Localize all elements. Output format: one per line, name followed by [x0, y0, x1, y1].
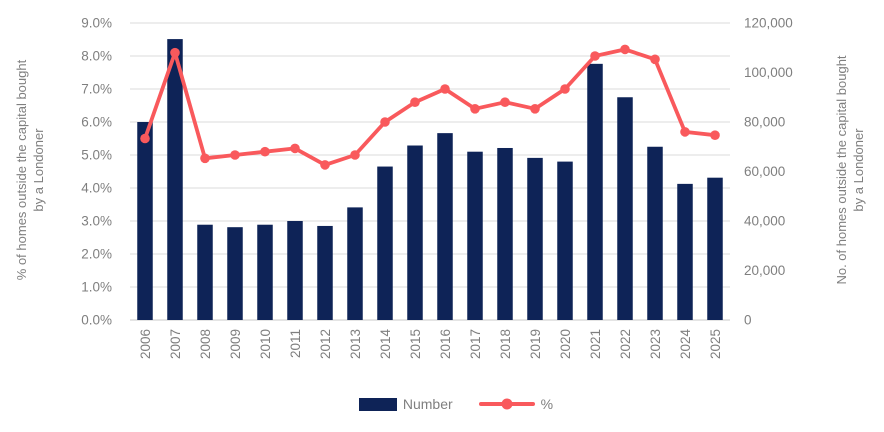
bar-2016 [437, 133, 453, 320]
right-axis-title-text: No. of homes outside the capital bought … [834, 55, 866, 285]
y-right-tick-label: 60,000 [744, 164, 785, 179]
bar-2015 [407, 145, 423, 320]
x-tick-label-2011: 2011 [288, 329, 303, 358]
bar-2025 [707, 177, 723, 320]
marker-2008 [200, 153, 210, 164]
bar-2013 [347, 207, 363, 320]
legend-number-swatch [358, 397, 397, 411]
y-right-tick-label: 120,000 [744, 16, 793, 31]
x-tick-label-2008: 2008 [198, 329, 213, 359]
bar-2010 [257, 224, 273, 320]
right-axis-title: No. of homes outside the capital bought … [828, 20, 874, 320]
x-tick-label-2014: 2014 [378, 329, 393, 360]
bar-2011 [287, 221, 303, 320]
x-tick-label-2023: 2023 [648, 329, 663, 359]
bar-2008 [197, 224, 213, 320]
legend-number-label: Number [402, 396, 453, 412]
marker-2017 [470, 104, 480, 114]
marker-2015 [410, 97, 420, 107]
y-left-tick-label: 6.0% [81, 115, 112, 130]
x-tick-label-2024: 2024 [678, 329, 693, 360]
marker-2011 [290, 143, 300, 154]
y-right-tick-label: 80,000 [744, 115, 785, 130]
marker-2010 [260, 146, 270, 157]
legend: Number % [0, 396, 884, 412]
x-tick-label-2013: 2013 [348, 329, 363, 359]
bar-2012 [317, 225, 333, 320]
marker-2022 [620, 44, 630, 55]
x-tick-label-2012: 2012 [318, 329, 333, 359]
bar-2017 [467, 151, 483, 320]
marker-2009 [230, 150, 240, 160]
x-tick-label-2020: 2020 [558, 329, 573, 359]
marker-2016 [440, 84, 450, 94]
bar-2024 [677, 183, 693, 320]
y-right-tick-label: 40,000 [744, 214, 785, 229]
marker-2018 [500, 97, 510, 107]
y-left-tick-label: 4.0% [81, 181, 112, 196]
marker-2020 [560, 84, 570, 94]
bar-2021 [587, 63, 603, 321]
bar-2022 [617, 97, 633, 320]
plot-area: 9.0% 8.0% 7.0% 6.0% 5.0% 4.0% 3.0% 2.0% 1.0% 0.0%… [81, 16, 793, 360]
y-left-tick-label: 0.0% [81, 313, 112, 328]
marker-2024 [680, 127, 690, 137]
marker-2014 [380, 117, 390, 127]
x-tick-label-2009: 2009 [228, 329, 243, 359]
marker-2012 [320, 160, 330, 170]
bar-2007 [167, 39, 183, 321]
marker-2007 [170, 47, 180, 58]
marker-2006 [140, 133, 150, 144]
legend-percent-line [478, 398, 535, 410]
y-left-tick-label: 9.0% [81, 16, 112, 31]
x-tick-label-2021: 2021 [588, 329, 603, 359]
y-left-tick-label: 5.0% [81, 148, 112, 163]
x-tick-label-2007: 2007 [168, 329, 183, 359]
x-tick-label-2006: 2006 [138, 329, 153, 359]
y-right-tick-label: 20,000 [744, 263, 785, 278]
bar-2020 [557, 161, 573, 320]
bar-2018 [497, 147, 513, 320]
x-tick-label-2025: 2025 [708, 329, 723, 359]
marker-2019 [530, 104, 540, 114]
x-tick-label-2017: 2017 [468, 329, 483, 359]
x-tick-label-2019: 2019 [528, 329, 543, 359]
percent-line [143, 47, 717, 167]
legend-percent-label: % [540, 396, 554, 412]
bar-2006 [137, 122, 153, 320]
y-left-tick-label: 1.0% [81, 280, 112, 295]
marker-2021 [590, 51, 600, 61]
y-left-tick-label: 8.0% [81, 49, 112, 64]
marker-2013 [350, 150, 360, 160]
bar-2009 [227, 227, 243, 320]
marker-2025 [710, 130, 720, 140]
bar-2019 [527, 157, 543, 320]
marker-2023 [650, 54, 660, 65]
x-tick-label-2010: 2010 [258, 329, 273, 359]
x-tick-label-2022: 2022 [618, 329, 633, 359]
y-right-tick-label: 0 [744, 313, 752, 328]
x-tick-label-2018: 2018 [498, 329, 513, 359]
y-left-tick-label: 3.0% [81, 214, 112, 229]
x-tick-label-2016: 2016 [438, 329, 453, 359]
y-left-tick-label: 7.0% [81, 82, 112, 97]
y-right-tick-label: 100,000 [744, 65, 793, 80]
y-left-tick-label: 2.0% [81, 247, 112, 262]
bar-2014 [377, 166, 393, 320]
bar-2023 [647, 146, 663, 320]
x-tick-label-2015: 2015 [408, 329, 423, 359]
legend-percent-marker-icon [501, 398, 513, 410]
